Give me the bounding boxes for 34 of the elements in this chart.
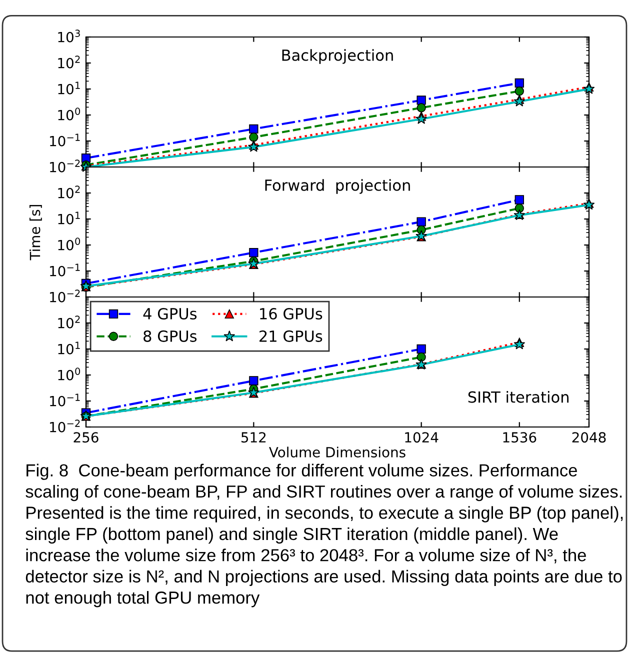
- y-tick-label: 10$^{−2}$: [50, 290, 80, 302]
- y-tick-label: 10$^{1}$: [58, 82, 80, 94]
- x-axis-title: Volume Dimensions: [269, 446, 406, 458]
- y-tick-label: 10$^{−1}$: [50, 264, 80, 276]
- legend-label: 4 GPUs: [143, 308, 197, 320]
- point: [249, 376, 258, 386]
- legend-label: 21 GPUs: [260, 330, 322, 342]
- y-tick-label: 10$^{1}$: [58, 212, 80, 224]
- x-tick-label: 1024: [405, 432, 438, 443]
- y-tick-label: 10$^{3}$: [58, 30, 80, 42]
- y-tick-label: 10$^{−1}$: [50, 134, 80, 146]
- caption: Fig. 8 Cone-beam performance for different volume sizes. Performance scaling of cone-beam BP, FP and SIRT routines over a range of volume sizes. Presented is the time required, in seconds, to execute a single BP (top panel), single FP (bottom panel) and single SIRT iteration (middle panel). We increase the volume size from 256³ to 2048³. For a volume size of N³, the detector size is N², and N projections are used. Missing data points are due to not enough total GPU memory: [26, 464, 623, 608]
- y-tick-label: 10$^{2}$: [58, 56, 80, 68]
- legend-label: 16 GPUs: [260, 308, 322, 320]
- y-tick-label: 10$^{−1}$: [50, 394, 80, 406]
- legend-label: 8 GPUs: [144, 330, 197, 342]
- annotation: SIRT iteration: [468, 391, 569, 403]
- y-tick-label: 10$^{2}$: [58, 186, 80, 198]
- y-tick-label: 10$^{0}$: [58, 108, 80, 120]
- point: [416, 344, 426, 354]
- text: Backprojection: [282, 49, 393, 64]
- y-tick-label: 10$^{−2}$: [50, 160, 80, 172]
- y-axis-title: Time [s]: [30, 204, 42, 260]
- y-tick-label: 10$^{1}$: [58, 342, 80, 354]
- x-tick-label: 2048: [572, 432, 606, 443]
- x-tick-label: 512: [241, 432, 266, 443]
- point: [416, 352, 426, 362]
- x-tick-label: 256: [74, 432, 98, 443]
- y-tick-label: 10$^{0}$: [58, 368, 80, 380]
- x-tick-label: 1536: [503, 432, 536, 443]
- y-tick-label: 10$^{0}$: [58, 238, 80, 250]
- y-tick-label: 10$^{2}$: [58, 316, 80, 328]
- y-tick-label: 10$^{−2}$: [50, 420, 80, 432]
- text: Forward projection: [265, 179, 410, 194]
